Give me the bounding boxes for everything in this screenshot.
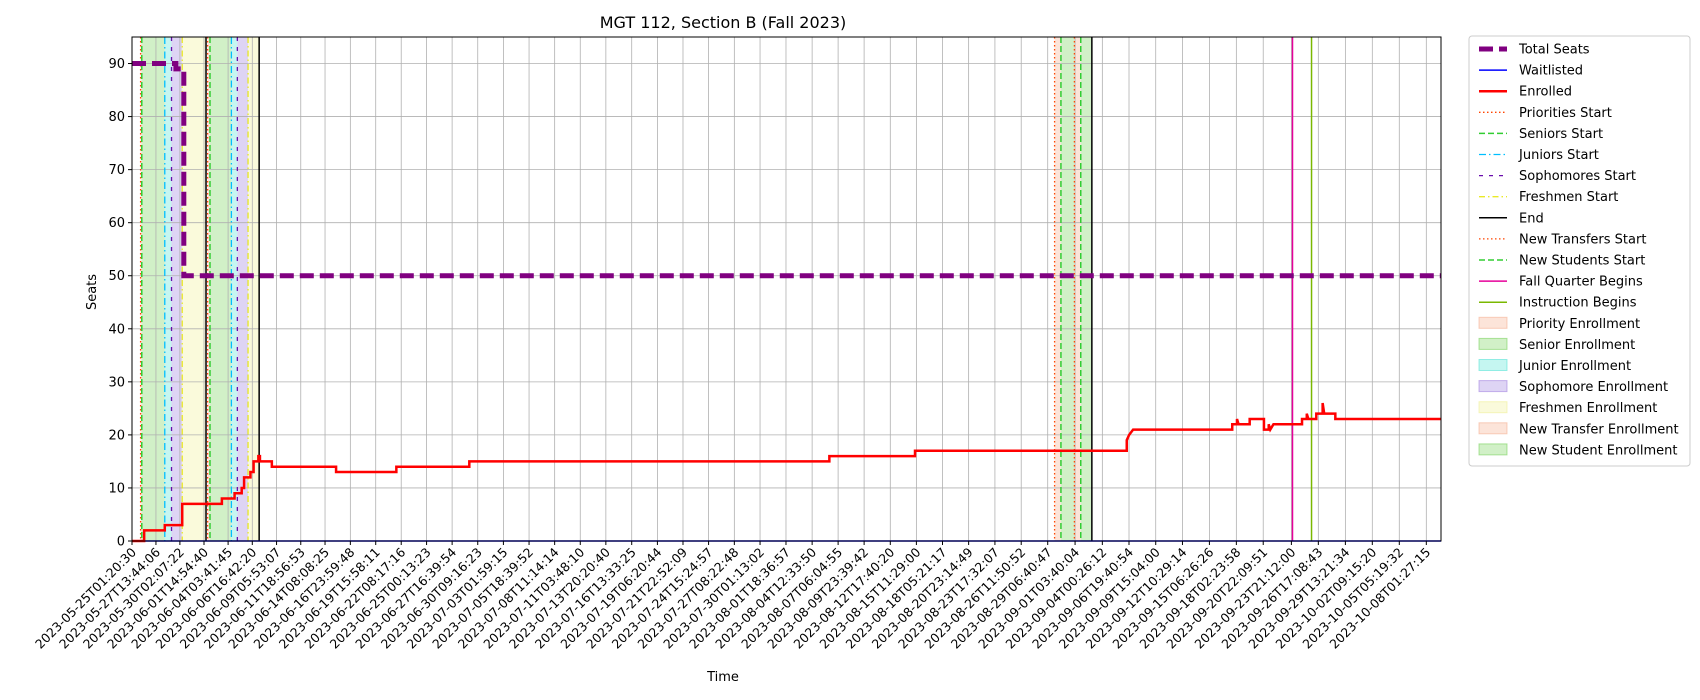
legend-swatch xyxy=(1478,443,1508,456)
span-freshmen-enrollment xyxy=(248,37,260,541)
legend-label: Freshmen Start xyxy=(1519,190,1618,205)
legend-label: Senior Enrollment xyxy=(1519,338,1635,353)
legend-label: Enrolled xyxy=(1519,85,1572,100)
y-tick-label: 50 xyxy=(108,269,125,284)
legend-label: Priorities Start xyxy=(1519,106,1612,121)
span-new-student-enrollment xyxy=(1080,37,1092,541)
y-tick-label: 40 xyxy=(108,322,125,337)
legend-label: Freshmen Enrollment xyxy=(1519,401,1657,416)
legend-swatch xyxy=(1478,422,1508,435)
y-tick-label: 10 xyxy=(108,481,125,496)
y-tick-label: 20 xyxy=(108,428,125,443)
legend-label: Juniors Start xyxy=(1518,148,1599,163)
span-freshmen-enrollment xyxy=(182,37,207,541)
legend-swatch xyxy=(1478,380,1508,393)
legend-label: New Transfers Start xyxy=(1519,232,1646,247)
legend-label: New Student Enrollment xyxy=(1519,443,1677,458)
legend-box xyxy=(1468,35,1691,467)
y-tick-label: 70 xyxy=(108,163,125,178)
legend-label: New Transfer Enrollment xyxy=(1519,422,1679,437)
legend-label: Seniors Start xyxy=(1519,127,1603,142)
y-tick-label: 0 xyxy=(117,535,125,550)
y-tick-label: 30 xyxy=(108,375,125,390)
span-senior-enrollment xyxy=(141,37,165,541)
y-tick-label: 60 xyxy=(108,216,125,231)
legend-label: Junior Enrollment xyxy=(1518,359,1631,374)
chart-title: MGT 112, Section B (Fall 2023) xyxy=(600,13,847,32)
span-junior-enrollment xyxy=(231,37,238,541)
legend-swatch xyxy=(1478,401,1508,414)
series-line-total-seats xyxy=(132,61,1441,279)
series-line-enrolled xyxy=(132,402,1441,543)
span-new-student-enrollment xyxy=(1060,37,1075,541)
legend: Total Seats Waitlisted Enrolled Priorities … xyxy=(1468,35,1691,467)
legend-label: End xyxy=(1519,211,1544,226)
plot-area: 01020304050607080902023-05-25T01:20:3020… xyxy=(32,36,1442,652)
legend-label: Total Seats xyxy=(1518,43,1590,58)
legend-label: Instruction Begins xyxy=(1519,296,1637,311)
legend-label: Priority Enrollment xyxy=(1519,317,1640,332)
legend-label: Sophomore Enrollment xyxy=(1519,380,1668,395)
span-junior-enrollment xyxy=(164,37,172,541)
span-sophomore-enrollment xyxy=(171,37,183,541)
plot-frame xyxy=(131,36,1442,542)
legend-label: Sophomores Start xyxy=(1519,169,1636,184)
span-senior-enrollment xyxy=(209,37,232,541)
legend-label: Waitlisted xyxy=(1519,64,1583,79)
legend-label: Fall Quarter Begins xyxy=(1519,275,1643,290)
span-new-transfer-enrollment xyxy=(1054,37,1061,541)
legend-swatch xyxy=(1478,337,1508,350)
plot-background xyxy=(132,37,1441,541)
legend-label: New Students Start xyxy=(1519,254,1645,269)
legend-swatch xyxy=(1478,316,1508,329)
y-axis-label: Seats xyxy=(85,274,100,310)
x-axis-label: Time xyxy=(706,670,739,685)
span-priority-enrollment xyxy=(207,37,210,541)
y-tick-label: 80 xyxy=(108,110,125,125)
span-sophomore-enrollment xyxy=(237,37,249,541)
span-new-transfer-enrollment xyxy=(1074,37,1081,541)
legend-swatch xyxy=(1478,359,1508,371)
y-tick-label: 90 xyxy=(108,57,125,72)
